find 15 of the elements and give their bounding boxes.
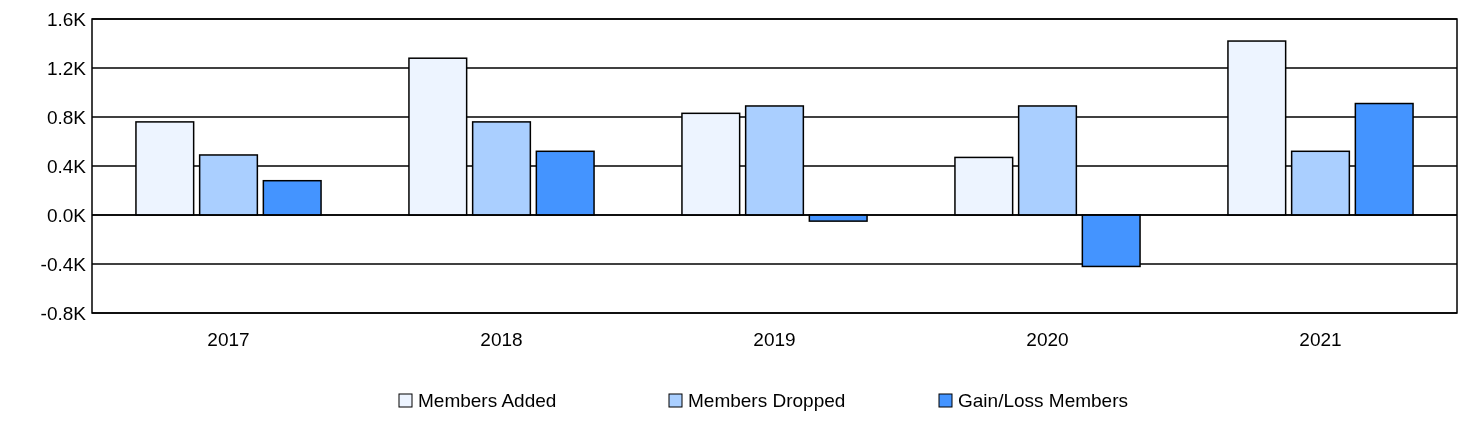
y-tick-label: 0.4K	[46, 155, 87, 177]
y-tick-label: -0.4K	[40, 253, 87, 275]
y-tick-label: 1.2K	[46, 57, 87, 79]
y-tick-label: 0.8K	[46, 106, 87, 128]
legend-label: Members Dropped	[688, 390, 846, 411]
x-tick-label: 2019	[753, 329, 796, 350]
legend-label: Gain/Loss Members	[958, 390, 1129, 411]
y-tick-label: 1.6K	[46, 8, 87, 30]
y-tick-label: 0.0K	[46, 204, 87, 226]
x-tick-label: 2017	[207, 329, 250, 350]
legend-label: Members Added	[418, 390, 557, 411]
x-tick-label: 2021	[1299, 329, 1342, 350]
x-tick-label: 2018	[480, 329, 523, 350]
y-tick-label: -0.8K	[40, 302, 87, 324]
x-tick-label: 2020	[1026, 329, 1069, 350]
